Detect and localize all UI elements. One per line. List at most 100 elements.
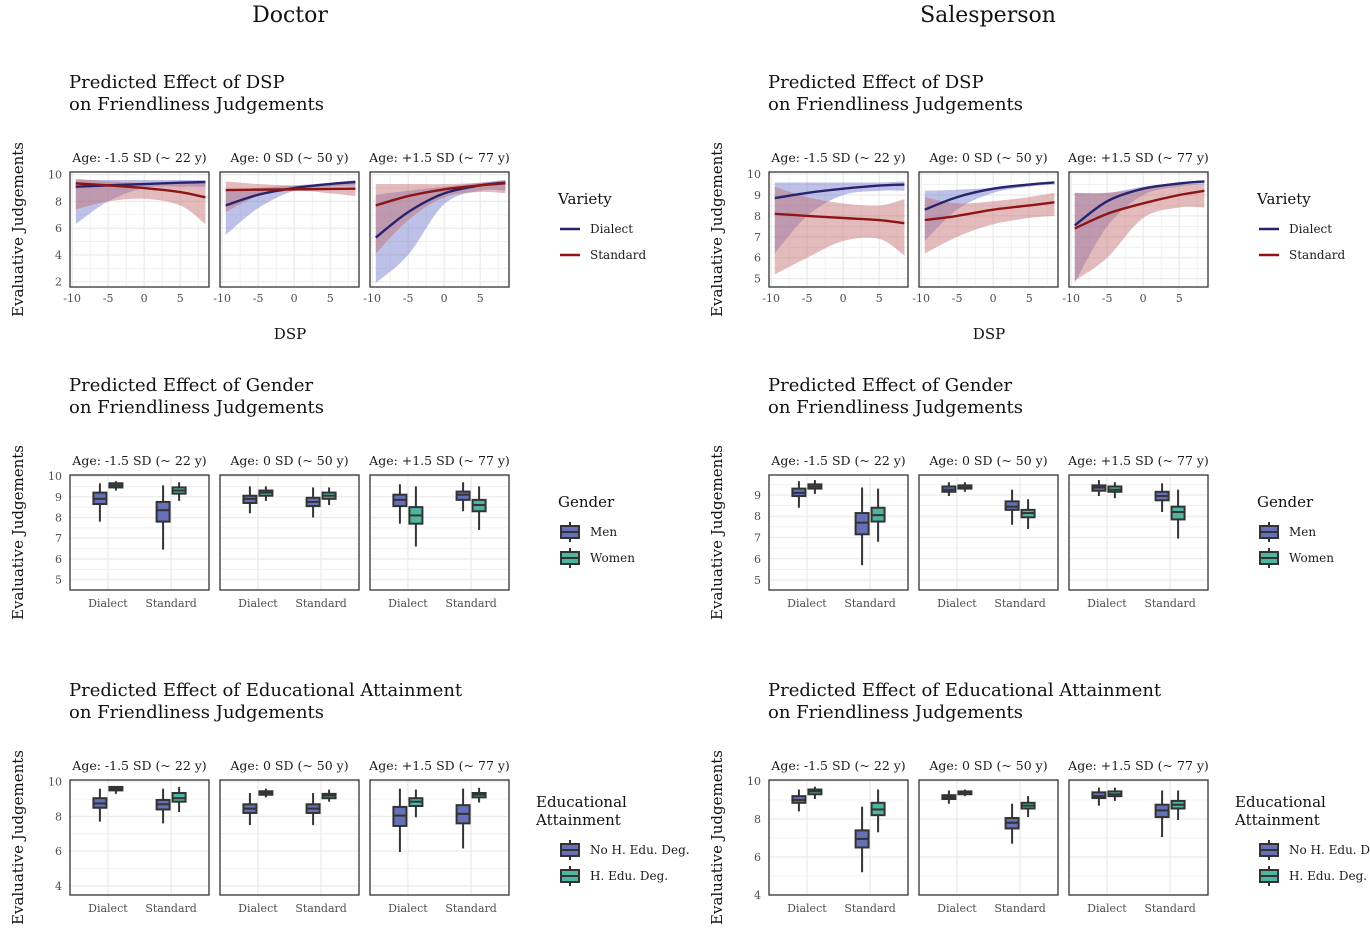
panel-1: Age: 0 SD (~ 50 y) -10 -5 0 5 (213, 150, 360, 305)
x-tick-label: Dialect (238, 902, 278, 915)
panel-strip-label: Age: 0 SD (~ 50 y) (928, 758, 1047, 773)
legend-item-label: Men (1289, 525, 1316, 539)
panel-0: Age: -1.5 SD (~ 22 y) Dialect Standard (768, 758, 909, 915)
box-iqr (455, 490, 471, 501)
panel-background (1069, 780, 1208, 895)
panel-border (69, 474, 210, 591)
x-tick-label: 0 (141, 292, 148, 305)
x-tick-label: Dialect (388, 597, 428, 610)
box-iqr (155, 500, 171, 523)
panel-border (918, 779, 1059, 896)
panel-strip-label: Age: +1.5 SD (~ 77 y) (1067, 758, 1209, 773)
panel-background (370, 780, 509, 895)
panel-border (1068, 171, 1209, 288)
x-tick-label: Standard (445, 597, 497, 610)
y-tick-label: 5 (55, 574, 62, 587)
y-tick-label: 5 (754, 574, 761, 587)
panel-2: Age: +1.5 SD (~ 77 y) -10 -5 0 5 (363, 150, 510, 305)
legend-item-label: Dialect (1289, 222, 1332, 236)
x-tick-label: 0 (990, 292, 997, 305)
y-tick-label: 6 (55, 553, 62, 566)
panel-background (220, 780, 359, 895)
legend-title: Gender (558, 493, 615, 511)
column-title-doctor: Doctor (252, 3, 328, 28)
x-tick-label: Dialect (787, 902, 827, 915)
x-tick-label: Standard (994, 597, 1046, 610)
legend-item-label: No H. Edu. Deg. (590, 843, 690, 857)
x-tick-label: 5 (1026, 292, 1033, 305)
x-tick-label: -5 (1102, 292, 1113, 305)
x-tick-label: Standard (145, 902, 197, 915)
legend-title: Variety (557, 190, 612, 208)
chart-title-line: Predicted Effect of Educational Attainme… (69, 680, 463, 701)
x-tick-label: -10 (762, 292, 780, 305)
confidence-band-dialect (774, 181, 905, 254)
confidence-band-standard (924, 192, 1055, 254)
y-axis-title: Evaluative Judgements (708, 142, 726, 317)
panel-strip-label: Age: +1.5 SD (~ 77 y) (368, 150, 510, 165)
confidence-band-standard (1074, 184, 1205, 281)
legend-title: Variety (1256, 190, 1311, 208)
panel-2: Age: +1.5 SD (~ 77 y) -10 -5 0 5 (1062, 150, 1209, 305)
x-tick-label: -10 (363, 292, 381, 305)
confidence-band-dialect (1074, 180, 1205, 283)
panel-border (1068, 779, 1209, 896)
panel-0: Age: -1.5 SD (~ 22 y) Dialect Standard (69, 758, 210, 915)
panel-background (769, 475, 908, 590)
x-tick-label: Dialect (88, 597, 128, 610)
x-tick-label: 5 (177, 292, 184, 305)
x-tick-label: -10 (213, 292, 231, 305)
panel-border (69, 171, 210, 288)
panel-strip-label: Age: -1.5 SD (~ 22 y) (71, 150, 206, 165)
legend: Gender Men Women (1257, 493, 1334, 568)
x-tick-label: Dialect (1087, 902, 1127, 915)
legend-title: Educational (1235, 793, 1326, 811)
x-tick-label: Dialect (787, 597, 827, 610)
legend-title: Attainment (535, 811, 621, 829)
y-axis-title: Evaluative Judgements (9, 445, 27, 620)
panel-background (919, 475, 1058, 590)
series-line-standard (924, 201, 1055, 222)
x-tick-label: -5 (403, 292, 414, 305)
chart-title-line: on Friendliness Judgements (69, 702, 324, 723)
panel-strip-label: Age: -1.5 SD (~ 22 y) (71, 758, 206, 773)
panel-2: Age: +1.5 SD (~ 77 y) Dialect Standard (1067, 758, 1209, 915)
legend-item-label: H. Edu. Deg. (1289, 869, 1367, 883)
confidence-band-dialect (75, 180, 206, 225)
x-tick-label: Standard (994, 902, 1046, 915)
series-line-dialect (1074, 180, 1205, 227)
panel-strip-label: Age: +1.5 SD (~ 77 y) (368, 453, 510, 468)
y-axis-title: Evaluative Judgements (708, 750, 726, 925)
x-tick-label: -10 (1062, 292, 1080, 305)
chart-title-line: Predicted Effect of Gender (69, 375, 313, 396)
y-tick-label: 7 (55, 532, 62, 545)
legend-title: Gender (1257, 493, 1314, 511)
legend-item-label: Men (590, 525, 617, 539)
y-tick-label: 10 (747, 168, 761, 181)
panel-background (220, 172, 359, 287)
box-iqr (854, 512, 870, 536)
x-tick-label: -5 (802, 292, 813, 305)
y-tick-label: 9 (754, 489, 761, 502)
panel-1: Age: 0 SD (~ 50 y) Dialect Standard (918, 758, 1059, 915)
y-axis-title: Evaluative Judgements (9, 750, 27, 925)
panel-1: Age: 0 SD (~ 50 y) Dialect Standard (219, 758, 360, 915)
legend-item-label: Women (590, 551, 635, 565)
y-tick-label: 6 (754, 252, 761, 265)
panel-strip-label: Age: 0 SD (~ 50 y) (229, 453, 348, 468)
y-tick-label: 5 (754, 273, 761, 286)
panel-border (219, 779, 360, 896)
x-tick-label: -10 (63, 292, 81, 305)
legend: Variety Dialect Standard (557, 190, 646, 262)
panel-background (70, 475, 209, 590)
y-tick-label: 8 (55, 810, 62, 823)
y-tick-label: 6 (754, 851, 761, 864)
legend-item-label: No H. Edu. Deg. (1289, 843, 1370, 857)
chart-title-line: on Friendliness Judgements (768, 397, 1023, 418)
